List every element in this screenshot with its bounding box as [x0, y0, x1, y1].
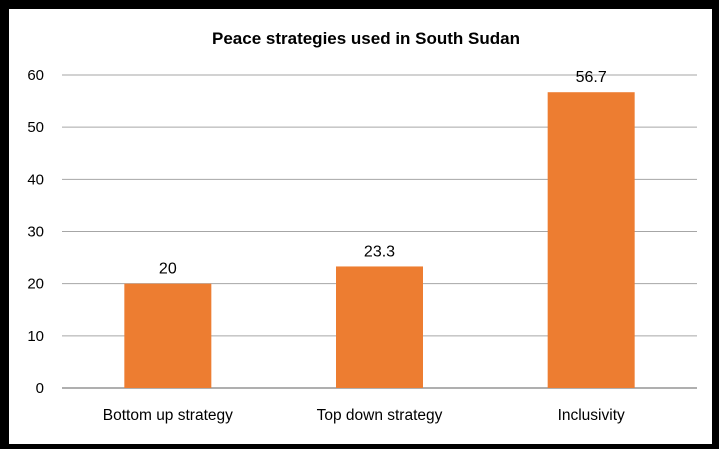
category-label: Bottom up strategy	[103, 407, 233, 424]
y-tick-label: 60	[27, 67, 44, 84]
data-label: 20	[159, 261, 177, 278]
y-tick-label: 20	[27, 276, 44, 293]
chart-title: Peace strategies used in South Sudan	[212, 29, 520, 48]
bar	[547, 92, 635, 388]
data-label: 23.3	[364, 243, 395, 260]
y-axis-ticks: 0 10 20 30 40 50 60	[27, 67, 44, 397]
category-labels: Bottom up strategy Top down strategy Inclu…	[103, 407, 625, 424]
y-tick-label: 0	[36, 380, 44, 397]
category-label: Inclusivity	[558, 407, 625, 424]
data-label: 56.7	[576, 69, 607, 86]
y-tick-label: 40	[27, 171, 44, 188]
category-label: Top down strategy	[317, 407, 443, 424]
y-tick-label: 30	[27, 224, 44, 241]
bar	[336, 266, 423, 388]
data-labels: 20 23.3 56.7	[159, 69, 607, 277]
bar	[124, 283, 212, 388]
y-tick-label: 50	[27, 119, 44, 136]
y-tick-label: 10	[27, 328, 44, 345]
bars	[124, 92, 635, 388]
